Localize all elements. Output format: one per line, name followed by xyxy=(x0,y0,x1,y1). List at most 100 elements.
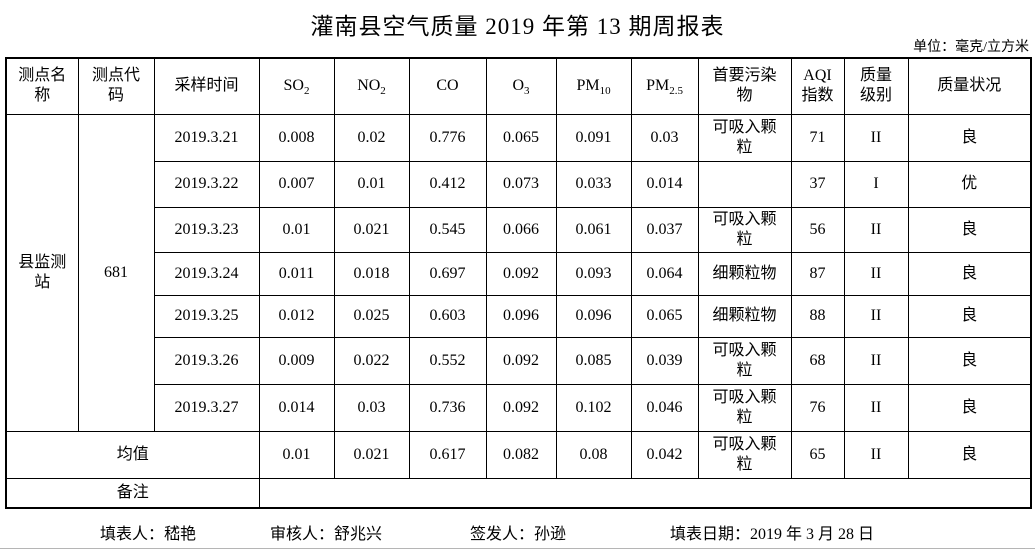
aqi-cell: 65 xyxy=(790,430,845,479)
average-label-cell: 均值 xyxy=(5,430,260,479)
status-cell: 良 xyxy=(907,113,1032,162)
pm25-cell: 0.014 xyxy=(630,160,699,208)
table-row: 2019.3.23 0.01 0.021 0.545 0.066 0.061 0… xyxy=(6,206,1032,253)
signature-footer: 填表人：嵇艳 审核人：舒兆兴 签发人：孙逊 填表日期：2019 年 3 月 28… xyxy=(0,520,1035,544)
remark-row: 备注 xyxy=(5,477,1032,509)
table-row: 县监测 站 681 2019.3.21 0.008 0.02 0.776 0.0… xyxy=(5,113,1032,432)
pm25-cell: 0.064 xyxy=(630,251,699,296)
pm25-cell: 0.037 xyxy=(630,206,699,253)
so2-cell: 0.008 xyxy=(258,113,335,162)
pm10-cell: 0.085 xyxy=(555,336,632,385)
so2-cell: 0.011 xyxy=(258,251,335,296)
so2-cell: 0.01 xyxy=(258,430,335,479)
o3-cell: 0.073 xyxy=(485,160,557,208)
pm10-cell: 0.091 xyxy=(555,113,632,162)
table-row: 2019.3.24 0.011 0.018 0.697 0.092 0.093 … xyxy=(6,251,1032,296)
col-header-primary-pollutant: 首要污染 物 xyxy=(697,57,792,115)
level-cell: II xyxy=(843,251,909,296)
remark-value-cell xyxy=(258,477,1032,509)
status-cell: 优 xyxy=(907,160,1032,208)
date-cell: 2019.3.26 xyxy=(153,336,260,385)
date-cell: 2019.3.22 xyxy=(153,160,260,208)
pm10-cell: 0.08 xyxy=(555,430,632,479)
col-header-co: CO xyxy=(408,57,487,115)
o3-cell: 0.082 xyxy=(485,430,557,479)
pm25-cell: 0.03 xyxy=(630,113,699,162)
aqi-cell: 37 xyxy=(790,160,845,208)
status-cell: 良 xyxy=(907,430,1032,479)
aqi-cell: 76 xyxy=(790,383,845,432)
status-cell: 良 xyxy=(907,294,1032,338)
pm25-cell: 0.042 xyxy=(630,430,699,479)
col-header-no2: NO2 xyxy=(333,57,410,115)
pollutant-cell: 可吸入颗 粒 xyxy=(697,113,792,162)
no2-cell: 0.01 xyxy=(333,160,410,208)
pm10-cell: 0.093 xyxy=(555,251,632,296)
issuer-name-label: 签发人：孙逊 xyxy=(470,526,567,543)
pm25-cell: 0.046 xyxy=(630,383,699,432)
co-cell: 0.617 xyxy=(408,430,487,479)
aqi-cell: 71 xyxy=(790,113,845,162)
col-header-station-code: 测点代 码 xyxy=(77,57,155,115)
no2-cell: 0.03 xyxy=(333,383,410,432)
status-cell: 良 xyxy=(907,206,1032,253)
co-cell: 0.736 xyxy=(408,383,487,432)
pollutant-cell: 细颗粒物 xyxy=(697,294,792,338)
so2-cell: 0.009 xyxy=(258,336,335,385)
col-header-o3: O3 xyxy=(485,57,557,115)
aqi-cell: 87 xyxy=(790,251,845,296)
date-cell: 2019.3.24 xyxy=(153,251,260,296)
fill-date-label: 填表日期：2019 年 3 月 28 日 xyxy=(670,526,875,543)
air-quality-table: 测点名 称 测点代 码 采样时间 SO2 NO2 CO O3 PM10 PM2.… xyxy=(5,57,1032,509)
col-header-sample-time: 采样时间 xyxy=(153,57,260,115)
header-row: 测点名 称 测点代 码 采样时间 SO2 NO2 CO O3 PM10 PM2.… xyxy=(5,57,1032,115)
level-cell: II xyxy=(843,113,909,162)
o3-cell: 0.066 xyxy=(485,206,557,253)
no2-cell: 0.021 xyxy=(333,206,410,253)
date-cell: 2019.3.27 xyxy=(153,383,260,432)
aqi-cell: 88 xyxy=(790,294,845,338)
o3-cell: 0.065 xyxy=(485,113,557,162)
level-cell: II xyxy=(843,430,909,479)
co-cell: 0.776 xyxy=(408,113,487,162)
o3-cell: 0.092 xyxy=(485,336,557,385)
bottom-divider xyxy=(0,548,1035,549)
no2-cell: 0.025 xyxy=(333,294,410,338)
so2-cell: 0.007 xyxy=(258,160,335,208)
table-row: 2019.3.27 0.014 0.03 0.736 0.092 0.102 0… xyxy=(6,383,1032,432)
status-cell: 良 xyxy=(907,336,1032,385)
col-header-aqi: AQI 指数 xyxy=(790,57,845,115)
status-cell: 良 xyxy=(907,383,1032,432)
level-cell: II xyxy=(843,383,909,432)
o3-cell: 0.096 xyxy=(485,294,557,338)
co-cell: 0.552 xyxy=(408,336,487,385)
aqi-cell: 68 xyxy=(790,336,845,385)
pm25-cell: 0.065 xyxy=(630,294,699,338)
co-cell: 0.545 xyxy=(408,206,487,253)
unit-label: 单位：毫克/立方米 xyxy=(913,40,1029,55)
co-cell: 0.412 xyxy=(408,160,487,208)
pollutant-cell xyxy=(697,160,792,208)
aqi-cell: 56 xyxy=(790,206,845,253)
date-cell: 2019.3.23 xyxy=(153,206,260,253)
no2-cell: 0.018 xyxy=(333,251,410,296)
col-header-so2: SO2 xyxy=(258,57,335,115)
col-header-quality-status: 质量状况 xyxy=(907,57,1032,115)
pm10-cell: 0.061 xyxy=(555,206,632,253)
col-header-pm25: PM2.5 xyxy=(630,57,699,115)
col-header-pm10: PM10 xyxy=(555,57,632,115)
co-cell: 0.603 xyxy=(408,294,487,338)
level-cell: II xyxy=(843,206,909,253)
pm10-cell: 0.102 xyxy=(555,383,632,432)
pollutant-cell: 可吸入颗 粒 xyxy=(697,430,792,479)
table-row: 2019.3.26 0.009 0.022 0.552 0.092 0.085 … xyxy=(6,336,1032,385)
reviewer-name-label: 审核人：舒兆兴 xyxy=(270,526,383,543)
status-cell: 良 xyxy=(907,251,1032,296)
filler-name-label: 填表人：嵇艳 xyxy=(100,526,197,543)
pollutant-cell: 可吸入颗 粒 xyxy=(697,336,792,385)
pollutant-cell: 可吸入颗 粒 xyxy=(697,206,792,253)
table-row: 2019.3.22 0.007 0.01 0.412 0.073 0.033 0… xyxy=(6,160,1032,208)
pollutant-cell: 可吸入颗 粒 xyxy=(697,383,792,432)
pm10-cell: 0.033 xyxy=(555,160,632,208)
